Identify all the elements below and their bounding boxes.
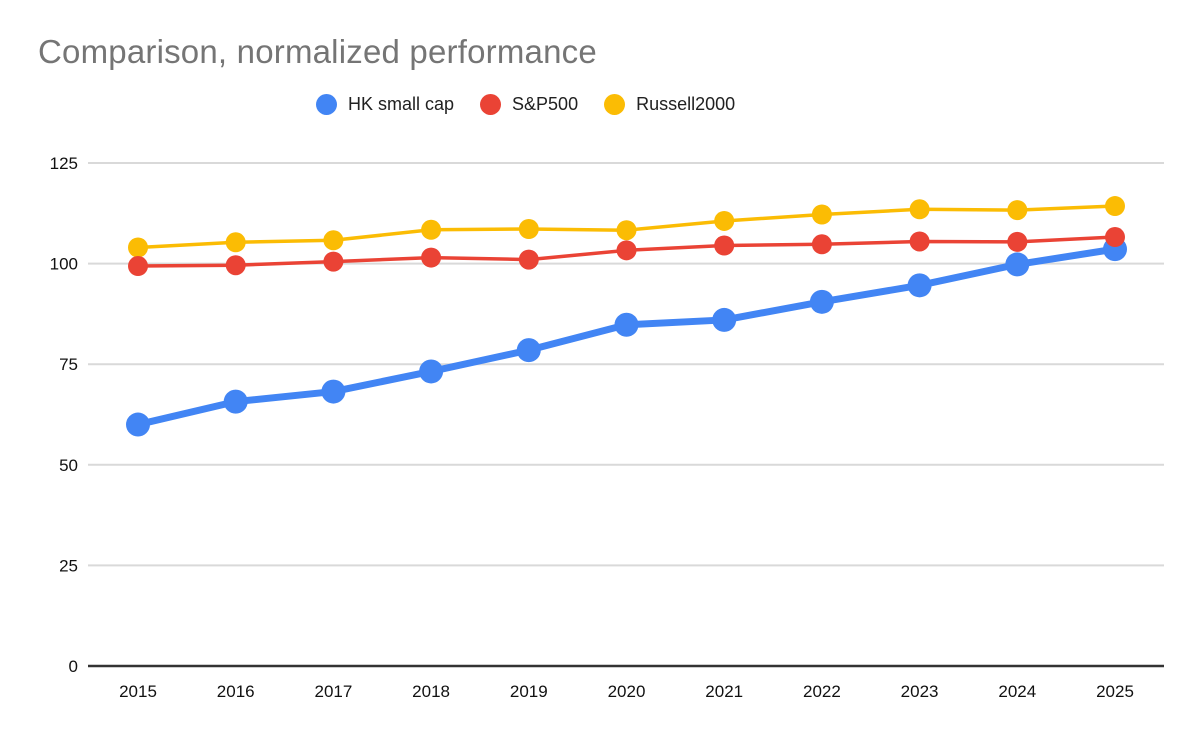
data-point[interactable] [1105,196,1125,217]
x-axis-tick-label: 2015 [119,682,157,701]
data-point[interactable] [516,338,541,363]
data-point[interactable] [421,219,442,240]
data-point[interactable] [323,230,344,251]
data-point[interactable] [714,210,735,231]
legend-dot-icon [604,94,626,115]
x-axis-tick-label: 2022 [803,682,841,701]
data-point[interactable] [1007,200,1028,221]
x-axis-tick-label: 2017 [314,682,352,701]
x-axis-tick-label: 2023 [901,682,939,701]
data-point[interactable] [616,240,637,261]
legend-dot-icon [316,94,337,115]
data-point[interactable] [321,379,346,404]
data-point[interactable] [712,307,737,332]
chart-title: Comparison, normalized performance [38,33,597,70]
data-point[interactable] [128,256,148,277]
data-point[interactable] [323,251,344,272]
y-axis-tick-label: 125 [50,154,78,173]
data-point[interactable] [126,412,150,437]
data-point[interactable] [128,237,148,258]
x-axis-tick-label: 2016 [217,682,255,701]
y-axis-tick-label: 75 [59,355,78,374]
data-point[interactable] [225,232,246,253]
series-line-hk-small-cap [134,245,1119,429]
data-point[interactable] [811,204,832,225]
data-point[interactable] [1105,227,1125,248]
data-point[interactable] [907,273,932,298]
data-point[interactable] [614,312,639,337]
y-axis-tick-label: 50 [59,456,78,475]
x-axis-tick-label: 2018 [412,682,450,701]
legend-item-hk-small-cap[interactable]: HK small cap [316,94,454,115]
legend-item-sp500[interactable]: S&P500 [480,94,578,115]
data-point[interactable] [518,249,539,270]
data-point[interactable] [223,389,248,414]
data-point[interactable] [909,199,930,220]
y-axis-tick-label: 25 [59,556,78,575]
x-axis-tick-label: 2020 [608,682,646,701]
data-point[interactable] [518,218,539,239]
x-axis-tick-label: 2025 [1096,682,1134,701]
data-point[interactable] [809,289,834,314]
legend-label: Russell2000 [636,94,736,114]
data-point[interactable] [421,247,442,268]
chart-legend: HK small cap S&P500 Russell2000 [316,94,735,115]
data-point[interactable] [714,235,735,256]
legend-label: HK small cap [348,94,455,114]
data-point[interactable] [419,359,444,384]
legend-label: S&P500 [512,94,579,114]
x-axis-tick-label: 2024 [998,682,1036,701]
data-point[interactable] [616,220,637,241]
data-point[interactable] [1007,231,1028,252]
legend-item-russell2000[interactable]: Russell2000 [604,94,735,115]
y-axis-tick-label: 0 [69,657,78,676]
data-point[interactable] [1005,252,1030,277]
x-axis-tick-label: 2019 [510,682,548,701]
data-point[interactable] [909,231,930,252]
x-axis-tick-label: 2021 [705,682,743,701]
y-axis-tick-label: 100 [50,255,78,274]
data-point[interactable] [811,234,832,255]
data-point[interactable] [225,255,246,276]
legend-dot-icon [480,94,502,115]
